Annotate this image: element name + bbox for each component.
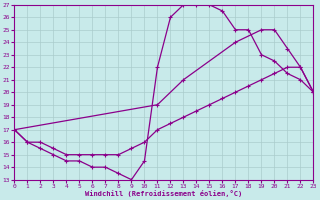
X-axis label: Windchill (Refroidissement éolien,°C): Windchill (Refroidissement éolien,°C) <box>85 190 243 197</box>
